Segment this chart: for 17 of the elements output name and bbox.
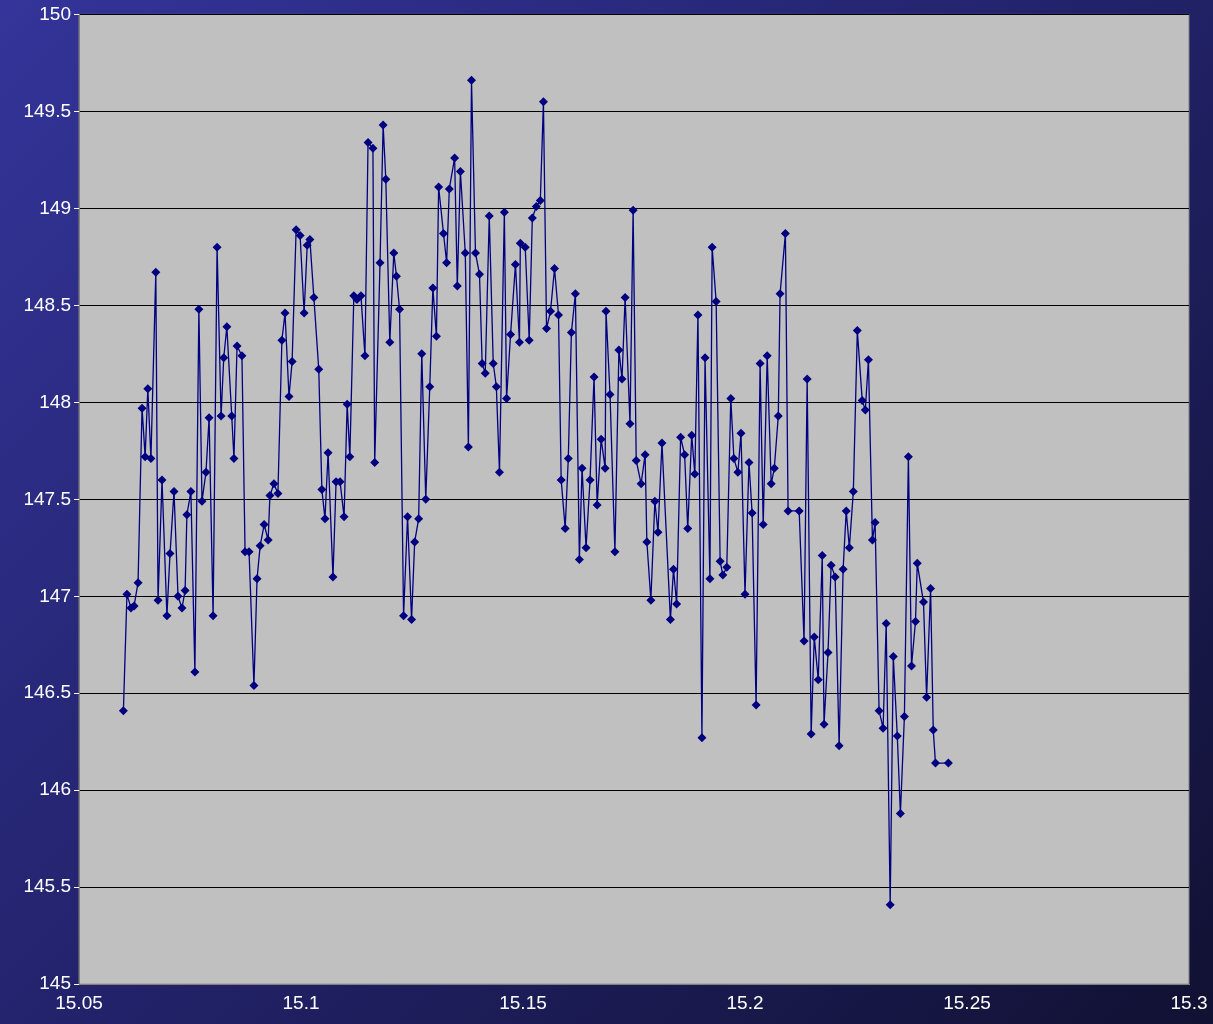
y-tick-label: 150 <box>39 2 71 24</box>
y-tick-label: 148 <box>39 390 71 412</box>
y-tick-label: 147 <box>39 584 71 606</box>
y-tick-label: 148.5 <box>23 293 71 315</box>
y-tick-label: 146 <box>39 778 71 800</box>
y-tick-label: 149 <box>39 196 71 218</box>
x-tick-label: 15.05 <box>55 991 103 1013</box>
x-tick-label: 15.15 <box>499 991 547 1013</box>
y-tick-label: 145 <box>39 972 71 994</box>
x-tick-label: 15.2 <box>726 991 764 1013</box>
y-tick-label: 145.5 <box>23 875 71 897</box>
y-tick-label: 146.5 <box>23 681 71 703</box>
x-tick-label: 15.25 <box>943 991 991 1013</box>
y-tick-label: 149.5 <box>23 99 71 121</box>
y-tick-label: 147.5 <box>23 487 71 509</box>
x-tick-label: 15.3 <box>1170 991 1208 1013</box>
x-tick-label: 15.1 <box>282 991 320 1013</box>
